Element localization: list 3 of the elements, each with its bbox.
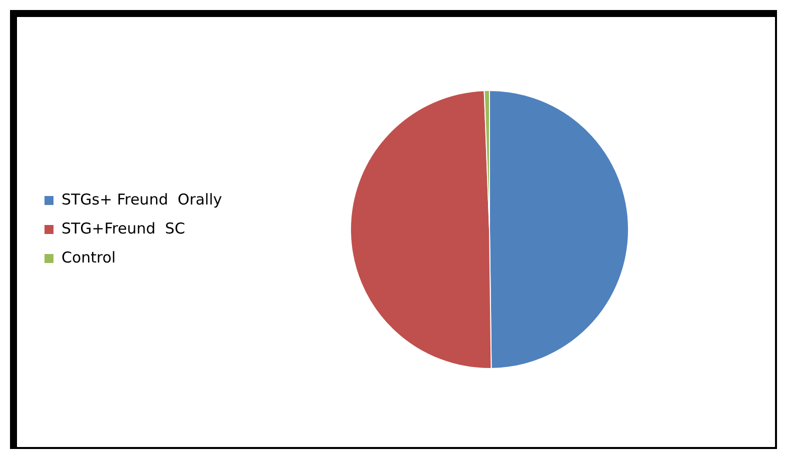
legend-label: Control [62,248,116,266]
legend-label: STG+Freund SC [62,219,186,238]
legend-label: STGs+ Freund Orally [62,190,222,208]
